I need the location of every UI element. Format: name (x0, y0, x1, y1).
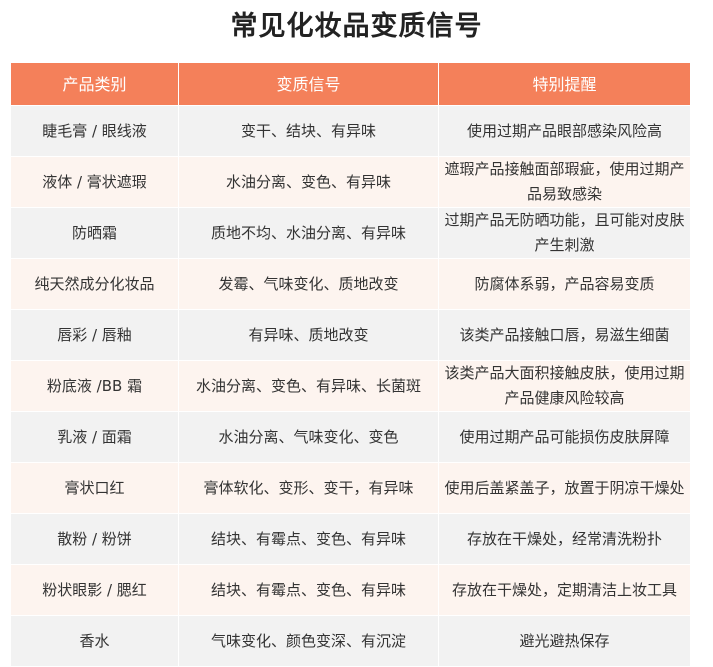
table-row: 乳液 / 面霜 水油分离、气味变化、变色 使用过期产品可能损伤皮肤屏障 (10, 411, 691, 463)
table-row: 散粉 / 粉饼 结块、有霉点、变色、有异味 存放在干燥处，经常清洗粉扑 (10, 513, 691, 565)
table-header-row: 产品类别 变质信号 特别提醒 (10, 62, 691, 106)
table-row: 睫毛膏 / 眼线液 变干、结块、有异味 使用过期产品眼部感染风险高 (10, 105, 691, 157)
cell-signal: 质地不均、水油分离、有异味 (178, 207, 439, 259)
cell-category: 液体 / 膏状遮瑕 (10, 156, 179, 208)
cell-category: 唇彩 / 唇釉 (10, 309, 179, 361)
cell-note: 存放在干燥处，定期清洁上妆工具 (438, 564, 691, 616)
table-row: 粉状眼影 / 腮红 结块、有霉点、变色、有异味 存放在干燥处，定期清洁上妆工具 (10, 564, 691, 616)
cell-signal: 结块、有霉点、变色、有异味 (178, 564, 439, 616)
cell-signal: 水油分离、变色、有异味、长菌斑 (178, 360, 439, 412)
cell-note: 该类产品大面积接触皮肤，使用过期产品健康风险较高 (438, 360, 691, 412)
cell-category: 粉底液 /BB 霜 (10, 360, 179, 412)
cell-note: 使用过期产品可能损伤皮肤屏障 (438, 411, 691, 463)
cell-signal: 水油分离、气味变化、变色 (178, 411, 439, 463)
cell-signal: 变干、结块、有异味 (178, 105, 439, 157)
cell-note: 使用后盖紧盖子，放置于阴凉干燥处 (438, 462, 691, 514)
table-row: 防晒霜 质地不均、水油分离、有异味 过期产品无防晒功能，且可能对皮肤产生刺激 (10, 207, 691, 259)
cell-signal: 膏体软化、变形、变干，有异味 (178, 462, 439, 514)
cell-note: 防腐体系弱，产品容易变质 (438, 258, 691, 310)
table-row: 唇彩 / 唇釉 有异味、质地改变 该类产品接触口唇，易滋生细菌 (10, 309, 691, 361)
header-note: 特别提醒 (438, 62, 691, 106)
header-category: 产品类别 (10, 62, 179, 106)
header-signal: 变质信号 (178, 62, 439, 106)
cell-category: 散粉 / 粉饼 (10, 513, 179, 565)
cell-note: 该类产品接触口唇，易滋生细菌 (438, 309, 691, 361)
page-title: 常见化妆品变质信号 (230, 11, 483, 42)
cell-note: 过期产品无防晒功能，且可能对皮肤产生刺激 (438, 207, 691, 259)
table-row: 香水 气味变化、颜色变深、有沉淀 避光避热保存 (10, 615, 691, 667)
cell-signal: 水油分离、变色、有异味 (178, 156, 439, 208)
cell-category: 香水 (10, 615, 179, 667)
cell-signal: 气味变化、颜色变深、有沉淀 (178, 615, 439, 667)
table-row: 纯天然成分化妆品 发霉、气味变化、质地改变 防腐体系弱，产品容易变质 (10, 258, 691, 310)
table-row: 液体 / 膏状遮瑕 水油分离、变色、有异味 遮瑕产品接触面部瑕疵，使用过期产品易致感… (10, 156, 691, 208)
cell-note: 遮瑕产品接触面部瑕疵，使用过期产品易致感染 (438, 156, 691, 208)
cell-category: 粉状眼影 / 腮红 (10, 564, 179, 616)
table-row: 膏状口红 膏体软化、变形、变干，有异味 使用后盖紧盖子，放置于阴凉干燥处 (10, 462, 691, 514)
cell-signal: 有异味、质地改变 (178, 309, 439, 361)
table-row: 粉底液 /BB 霜水油分离、变色、有异味、长菌斑 该类产品大面积接触皮肤，使用过期… (10, 360, 691, 412)
cell-note: 使用过期产品眼部感染风险高 (438, 105, 691, 157)
cell-note: 存放在干燥处，经常清洗粉扑 (438, 513, 691, 565)
cell-note: 避光避热保存 (438, 615, 691, 667)
cosmetics-spoilage-table: 产品类别 变质信号 特别提醒 睫毛膏 / 眼线液 变干、结块、有异味 使用过期产品眼… (10, 62, 691, 667)
cell-category: 防晒霜 (10, 207, 179, 259)
cell-category: 睫毛膏 / 眼线液 (10, 105, 179, 157)
cell-category: 膏状口红 (10, 462, 179, 514)
cell-signal: 发霉、气味变化、质地改变 (178, 258, 439, 310)
cell-category: 乳液 / 面霜 (10, 411, 179, 463)
cell-signal: 结块、有霉点、变色、有异味 (178, 513, 439, 565)
cell-category: 纯天然成分化妆品 (10, 258, 179, 310)
